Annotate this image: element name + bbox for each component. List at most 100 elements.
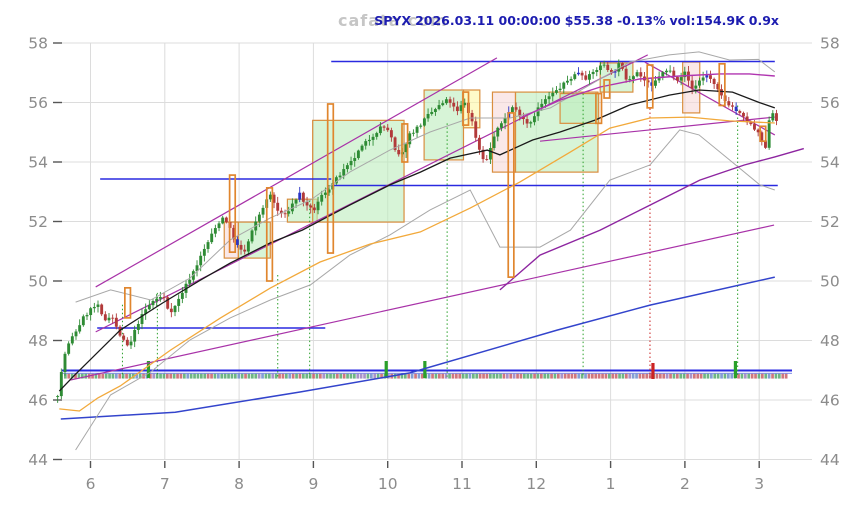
candle[interactable] bbox=[89, 308, 93, 316]
candle[interactable] bbox=[173, 305, 177, 313]
candle[interactable] bbox=[378, 126, 382, 134]
candle[interactable] bbox=[59, 372, 63, 397]
candle[interactable] bbox=[657, 76, 661, 81]
candle[interactable] bbox=[166, 297, 170, 309]
candle[interactable] bbox=[122, 335, 126, 340]
candle[interactable] bbox=[437, 105, 441, 110]
candle[interactable] bbox=[114, 317, 118, 327]
candle[interactable] bbox=[745, 116, 749, 123]
candle[interactable] bbox=[246, 241, 250, 252]
candle[interactable] bbox=[158, 297, 162, 299]
candle[interactable] bbox=[576, 72, 580, 75]
candle[interactable] bbox=[107, 317, 111, 321]
candle[interactable] bbox=[760, 132, 764, 141]
candle[interactable] bbox=[609, 70, 613, 73]
candle[interactable] bbox=[393, 137, 397, 150]
candle[interactable] bbox=[587, 74, 591, 80]
candle[interactable] bbox=[558, 88, 562, 91]
key-candle-marker[interactable] bbox=[462, 91, 470, 126]
candle[interactable] bbox=[70, 336, 74, 344]
candle[interactable] bbox=[628, 79, 632, 80]
candle[interactable] bbox=[147, 305, 151, 310]
candle[interactable] bbox=[654, 80, 657, 86]
key-candle-marker[interactable] bbox=[228, 174, 237, 253]
candle[interactable] bbox=[463, 102, 467, 106]
candle[interactable] bbox=[338, 175, 342, 178]
candle[interactable] bbox=[140, 314, 144, 324]
candle[interactable] bbox=[404, 144, 408, 153]
candle[interactable] bbox=[129, 341, 133, 346]
candle[interactable] bbox=[452, 102, 456, 107]
candle[interactable] bbox=[415, 126, 419, 133]
candle[interactable] bbox=[323, 192, 327, 195]
candle[interactable] bbox=[672, 70, 676, 78]
candle[interactable] bbox=[698, 80, 701, 86]
candle[interactable] bbox=[709, 75, 712, 79]
candle[interactable] bbox=[573, 74, 577, 79]
candle[interactable] bbox=[584, 75, 588, 80]
candle[interactable] bbox=[235, 239, 239, 245]
candle[interactable] bbox=[433, 109, 437, 112]
candle[interactable] bbox=[419, 125, 423, 127]
candle[interactable] bbox=[705, 75, 709, 78]
candle[interactable] bbox=[565, 80, 569, 83]
candle[interactable] bbox=[206, 242, 210, 249]
candle[interactable] bbox=[668, 70, 672, 72]
candle[interactable] bbox=[536, 107, 540, 117]
candle[interactable] bbox=[756, 129, 760, 133]
candle[interactable] bbox=[382, 126, 386, 128]
candle[interactable] bbox=[243, 249, 247, 252]
candle[interactable] bbox=[111, 317, 115, 319]
key-candle-marker[interactable] bbox=[123, 286, 132, 319]
candle[interactable] bbox=[261, 207, 265, 215]
candle[interactable] bbox=[426, 113, 430, 119]
candle[interactable] bbox=[529, 122, 533, 124]
signal-verticals-layer[interactable] bbox=[121, 93, 739, 378]
candle[interactable] bbox=[602, 64, 606, 66]
key-candle-marker[interactable] bbox=[595, 92, 603, 125]
candle[interactable] bbox=[294, 199, 298, 204]
candle[interactable] bbox=[679, 77, 683, 81]
candle[interactable] bbox=[488, 148, 492, 160]
candle[interactable] bbox=[635, 72, 639, 77]
candle[interactable] bbox=[683, 71, 687, 78]
candle[interactable] bbox=[749, 122, 753, 125]
candle[interactable] bbox=[716, 84, 720, 90]
candle[interactable] bbox=[646, 80, 650, 83]
candle[interactable] bbox=[367, 139, 371, 142]
candle[interactable] bbox=[411, 132, 415, 134]
candle[interactable] bbox=[532, 116, 536, 123]
candle[interactable] bbox=[408, 133, 412, 145]
candle[interactable] bbox=[775, 113, 778, 121]
candle[interactable] bbox=[694, 85, 698, 89]
candle[interactable] bbox=[345, 165, 349, 170]
candle[interactable] bbox=[459, 105, 463, 112]
candle[interactable] bbox=[742, 112, 745, 117]
candle[interactable] bbox=[481, 149, 485, 160]
candle[interactable] bbox=[92, 306, 96, 309]
candle[interactable] bbox=[547, 96, 551, 100]
candle[interactable] bbox=[771, 113, 775, 121]
candle[interactable] bbox=[701, 77, 705, 81]
candle[interactable] bbox=[617, 63, 621, 72]
candle[interactable] bbox=[309, 205, 313, 208]
candle[interactable] bbox=[301, 192, 305, 202]
candle[interactable] bbox=[279, 210, 283, 214]
key-candle-marker[interactable] bbox=[326, 103, 335, 254]
candle[interactable] bbox=[540, 103, 544, 108]
candle[interactable] bbox=[499, 123, 503, 128]
candle[interactable] bbox=[221, 217, 225, 224]
candle[interactable] bbox=[364, 141, 368, 146]
candle[interactable] bbox=[731, 105, 734, 107]
candle[interactable] bbox=[199, 255, 203, 266]
candle[interactable] bbox=[639, 72, 643, 77]
candle[interactable] bbox=[444, 99, 448, 104]
candle[interactable] bbox=[712, 78, 716, 85]
candle[interactable] bbox=[767, 120, 771, 148]
candle[interactable] bbox=[496, 127, 500, 137]
zone-green[interactable] bbox=[423, 89, 465, 161]
key-candle-marker[interactable] bbox=[603, 79, 611, 99]
candle[interactable] bbox=[232, 227, 236, 240]
candle[interactable] bbox=[389, 130, 393, 138]
